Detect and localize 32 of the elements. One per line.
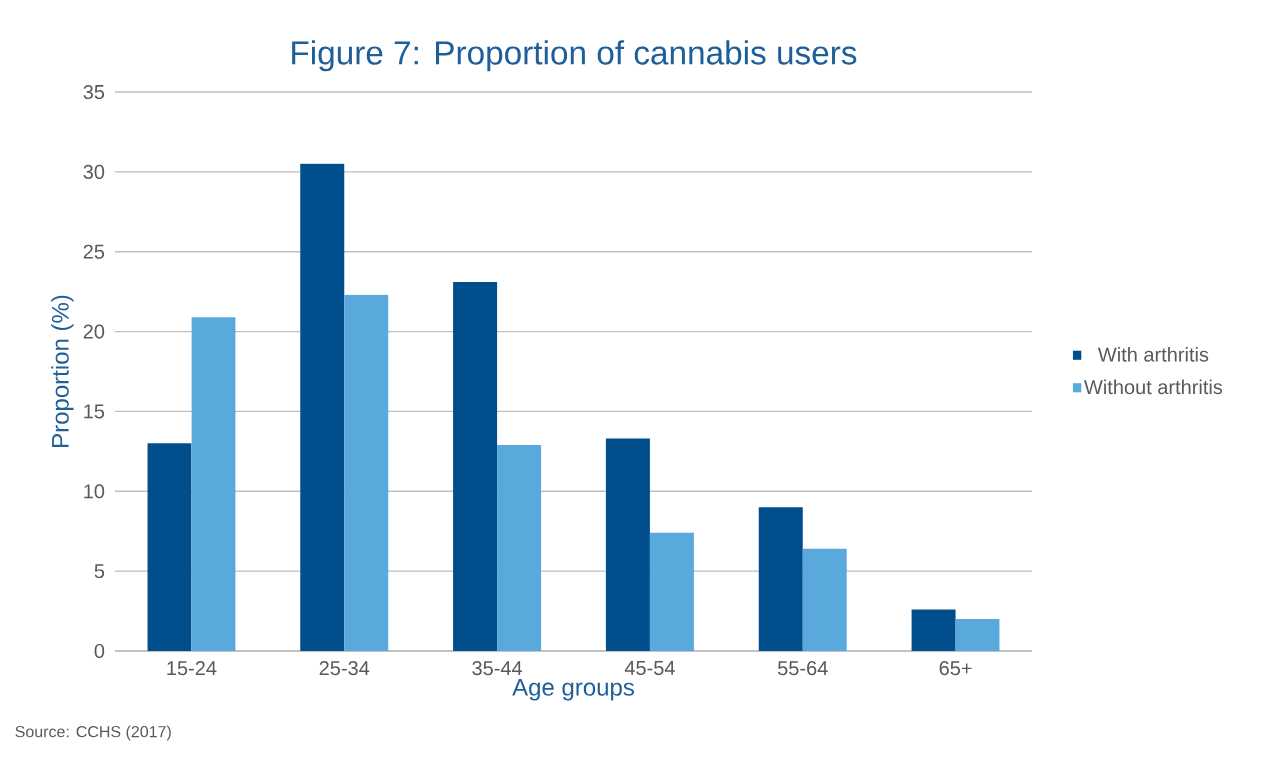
bar (344, 294, 389, 651)
bar (147, 443, 192, 651)
bar (758, 507, 803, 651)
bar (802, 548, 847, 651)
chart-title: Figure 7: Proportion of cannabis users (292, 40, 857, 72)
y-axis-title: Proportion (%) (51, 295, 74, 447)
y-tick-label: 5 (94, 564, 105, 579)
y-tick-label: 15 (84, 404, 105, 419)
bar (605, 438, 650, 651)
x-tick-label: 15-24 (167, 661, 217, 676)
bar (191, 317, 236, 651)
bar (300, 163, 345, 651)
bar (497, 444, 542, 651)
legend-label: Without arthritis (1084, 379, 1223, 395)
y-tick-label: 35 (83, 84, 105, 100)
bar (911, 609, 956, 651)
x-tick-label: 65+ (939, 661, 972, 676)
bar (649, 532, 694, 651)
x-tick-label: 25-34 (319, 661, 370, 676)
x-tick-label: 55-64 (777, 661, 828, 676)
y-tick-label: 20 (83, 324, 105, 339)
x-tick-label: 45-54 (624, 661, 675, 675)
y-tick-label: 10 (84, 484, 105, 499)
x-tick-label: 35-44 (472, 661, 523, 676)
y-tick-label: 0 (94, 643, 105, 659)
x-axis-title: Age groups (512, 679, 634, 701)
y-tick-label: 30 (83, 164, 105, 179)
source-note: Source: CCHS (2017) (15, 725, 171, 741)
bar (453, 282, 498, 651)
y-tick-label: 25 (83, 244, 105, 259)
bar (955, 619, 1000, 651)
legend-label: With arthritis (1097, 347, 1209, 362)
